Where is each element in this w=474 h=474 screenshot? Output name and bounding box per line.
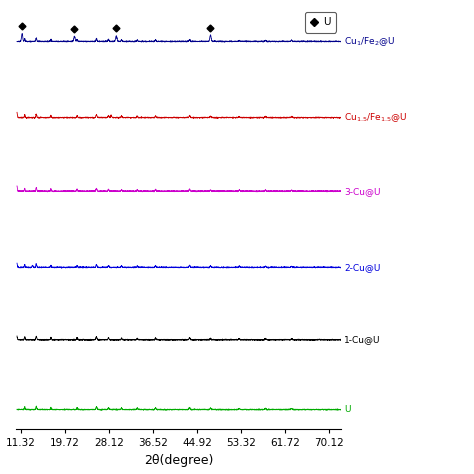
Text: 1-Cu@U: 1-Cu@U bbox=[344, 335, 381, 344]
Text: U: U bbox=[344, 405, 350, 414]
Text: Cu$_1$/Fe$_2$@U: Cu$_1$/Fe$_2$@U bbox=[344, 35, 395, 48]
Text: 3-Cu@U: 3-Cu@U bbox=[344, 187, 381, 196]
Legend: U: U bbox=[305, 12, 336, 33]
Text: 2-Cu@U: 2-Cu@U bbox=[344, 263, 380, 272]
Text: Cu$_{1.5}$/Fe$_{1.5}$@U: Cu$_{1.5}$/Fe$_{1.5}$@U bbox=[344, 111, 407, 124]
X-axis label: 2θ(degree): 2θ(degree) bbox=[144, 454, 213, 467]
